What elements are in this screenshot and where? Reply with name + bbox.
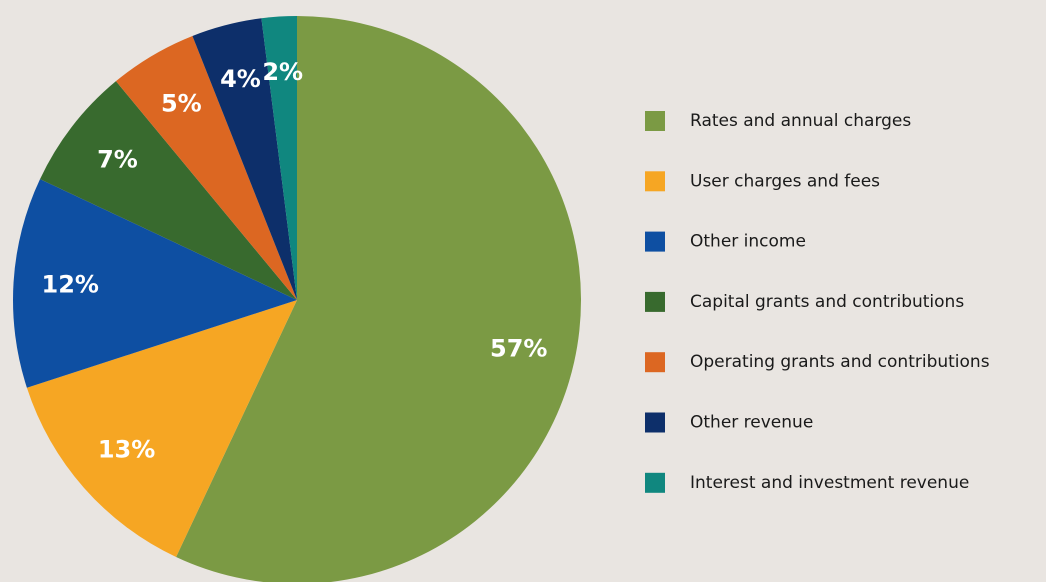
legend-swatch bbox=[645, 472, 665, 493]
slice-label: 13% bbox=[98, 435, 155, 463]
legend-swatch bbox=[645, 111, 665, 131]
legend-swatch bbox=[645, 291, 665, 312]
slice-label: 57% bbox=[490, 335, 547, 363]
legend-label: Operating grants and contributions bbox=[690, 352, 990, 372]
slice-label: 7% bbox=[97, 146, 138, 174]
pie-slice bbox=[261, 16, 297, 300]
slice-label: 12% bbox=[42, 271, 99, 299]
slice-label: 5% bbox=[161, 89, 202, 117]
pie-slice bbox=[176, 16, 581, 582]
pie-slice bbox=[192, 18, 297, 300]
pie-slice bbox=[13, 179, 298, 388]
legend-swatch bbox=[645, 352, 665, 373]
slice-label: 4% bbox=[220, 65, 261, 93]
legend-label: Interest and investment revenue bbox=[690, 473, 969, 493]
legend-label: Capital grants and contributions bbox=[690, 292, 964, 312]
legend-swatch bbox=[645, 231, 665, 252]
legend-label: Other income bbox=[690, 232, 806, 252]
legend-label: Rates and annual charges bbox=[690, 111, 911, 131]
legend-swatch bbox=[645, 412, 665, 433]
legend-label: Other revenue bbox=[690, 413, 813, 433]
slice-label: 2% bbox=[262, 58, 303, 86]
pie-slice bbox=[115, 35, 297, 300]
legend-swatch bbox=[645, 171, 665, 192]
legend-label: User charges and fees bbox=[690, 171, 880, 191]
pie-slice bbox=[26, 300, 297, 557]
pie-slice bbox=[40, 81, 298, 300]
